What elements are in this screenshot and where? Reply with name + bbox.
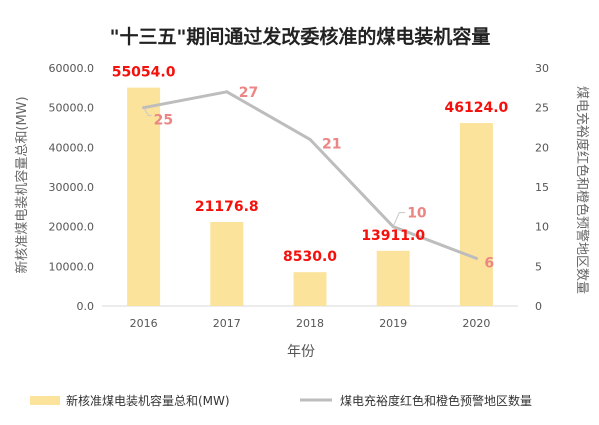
- line-data-label: 21: [322, 136, 341, 152]
- bar-data-label: 13911.0: [361, 228, 425, 244]
- y-left-tick-label: 60000.0: [49, 62, 95, 75]
- legend: 新核准煤电装机容量总和(MW) 煤电充裕度红色和橙色预警地区数量: [30, 393, 532, 408]
- legend-bar-swatch: [30, 396, 60, 405]
- line-point: [225, 90, 229, 94]
- line-series: [142, 90, 478, 260]
- data-label-leader: [392, 212, 406, 227]
- bar: [376, 250, 410, 306]
- y-left-tick-label: 20000.0: [49, 221, 95, 234]
- y-left-tick-label: 30000.0: [49, 181, 95, 194]
- data-label-leader: [143, 107, 152, 117]
- line-data-label: 6: [484, 255, 494, 271]
- bar-data-label: 46124.0: [445, 100, 509, 116]
- line-point: [308, 137, 312, 141]
- y-left-axis-label: 新核准煤电装机容量总和(MW): [14, 96, 30, 273]
- line-data-label: 25: [154, 113, 173, 129]
- y-left-tick-label: 50000.0: [49, 102, 95, 115]
- x-axis-label: 年份: [287, 344, 315, 360]
- bar: [210, 221, 244, 306]
- line-data-label: 27: [239, 85, 258, 101]
- x-tick-label: 2018: [296, 317, 324, 330]
- line-data-label: 10: [407, 206, 427, 222]
- bar: [459, 123, 493, 306]
- y-right-tick-label: 15: [535, 181, 549, 194]
- bar: [293, 272, 327, 306]
- y-left-tick-label: 10000.0: [49, 260, 95, 273]
- y-right-tick-label: 5: [535, 260, 542, 273]
- bar-data-label: 21176.8: [195, 199, 259, 215]
- line-point: [474, 256, 478, 260]
- x-tick-label: 2020: [462, 317, 490, 330]
- bar: [127, 87, 161, 306]
- y-left-tick-label: 0.0: [77, 300, 95, 313]
- x-tick-label: 2016: [130, 317, 158, 330]
- x-tick-label: 2017: [213, 317, 241, 330]
- chart-title: "十三五"期间通过发改委核准的煤电装机容量: [110, 25, 491, 48]
- y-right-tick-label: 30: [535, 62, 549, 75]
- y-right-axis-label: 煤电充裕度红色和橙色预警地区数量: [574, 86, 590, 294]
- y-right-tick-label: 20: [535, 141, 549, 154]
- bar-data-label: 55054.0: [112, 65, 176, 81]
- legend-line-label: 煤电充裕度红色和橙色预警地区数量: [340, 393, 532, 408]
- y-right-tick-label: 25: [535, 102, 549, 115]
- y-right-tick-label: 0: [535, 300, 542, 313]
- x-tick-label: 2019: [379, 317, 407, 330]
- legend-bar-label: 新核准煤电装机容量总和(MW): [66, 393, 230, 408]
- y-right-tick-label: 10: [535, 221, 549, 234]
- bar-data-label: 8530.0: [283, 249, 337, 265]
- y-left-tick-label: 40000.0: [49, 141, 95, 154]
